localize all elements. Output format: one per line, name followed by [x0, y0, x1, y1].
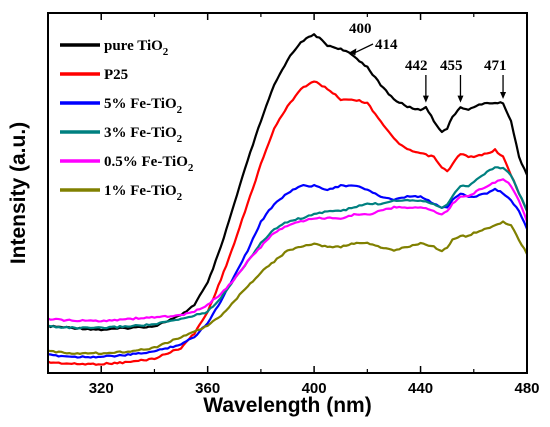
legend-label-subscript: 2 [177, 191, 183, 203]
peak-label-442: 442 [405, 58, 428, 74]
x-tick-label: 360 [195, 380, 220, 397]
peak-label-414: 414 [375, 37, 398, 53]
legend-label-main: pure TiO [104, 38, 163, 54]
legend-label-main: 1% Fe-TiO [104, 183, 177, 199]
legend-label-main: 3% Fe-TiO [104, 125, 177, 141]
x-tick-label: 400 [302, 380, 327, 397]
series-lines [47, 33, 529, 366]
x-tick-label: 440 [408, 380, 433, 397]
legend-label-1: P25 [104, 67, 128, 83]
legend-label-5: 1% Fe-TiO2 [104, 183, 183, 203]
legend-label-main: 5% Fe-TiO [104, 96, 177, 112]
x-tick-label: 320 [89, 380, 114, 397]
legend-label-subscript: 2 [177, 104, 183, 116]
plot-frame [47, 12, 528, 374]
peak-label-400: 400 [349, 21, 372, 37]
legend-label-3: 3% Fe-TiO2 [104, 125, 183, 145]
peak-label-455: 455 [440, 58, 463, 74]
legend-label-subscript: 2 [163, 46, 169, 58]
peak-label-471: 471 [484, 58, 507, 74]
series-line-2 [47, 183, 529, 359]
x-axis: 320 360 400 440 480 [47, 13, 540, 397]
y-axis-title: Intensity (a.u.) [7, 122, 30, 264]
series-line-0 [47, 33, 529, 332]
legend-label-main: 0.5% Fe-TiO [104, 154, 188, 170]
series-line-3 [47, 166, 529, 330]
peak-arrow-line [355, 43, 374, 53]
peak-arrow-head [422, 95, 429, 103]
legend-label-subscript: 2 [188, 162, 194, 174]
series-line-1 [47, 80, 529, 366]
peak-arrow-head [500, 92, 507, 99]
x-axis-title: Wavelength (nm) [203, 394, 371, 417]
legend-label-main: P25 [104, 67, 128, 83]
peak-arrow-head [457, 95, 464, 103]
legend-label-4: 0.5% Fe-TiO2 [104, 154, 194, 174]
x-tick-label: 480 [514, 380, 539, 397]
peak-arrow-head [349, 48, 357, 56]
legend-label-2: 5% Fe-TiO2 [104, 96, 183, 116]
series-line-4 [47, 178, 529, 323]
legend-label-0: pure TiO2 [104, 38, 169, 58]
series-line-5 [47, 220, 528, 355]
legend-label-subscript: 2 [177, 133, 183, 145]
